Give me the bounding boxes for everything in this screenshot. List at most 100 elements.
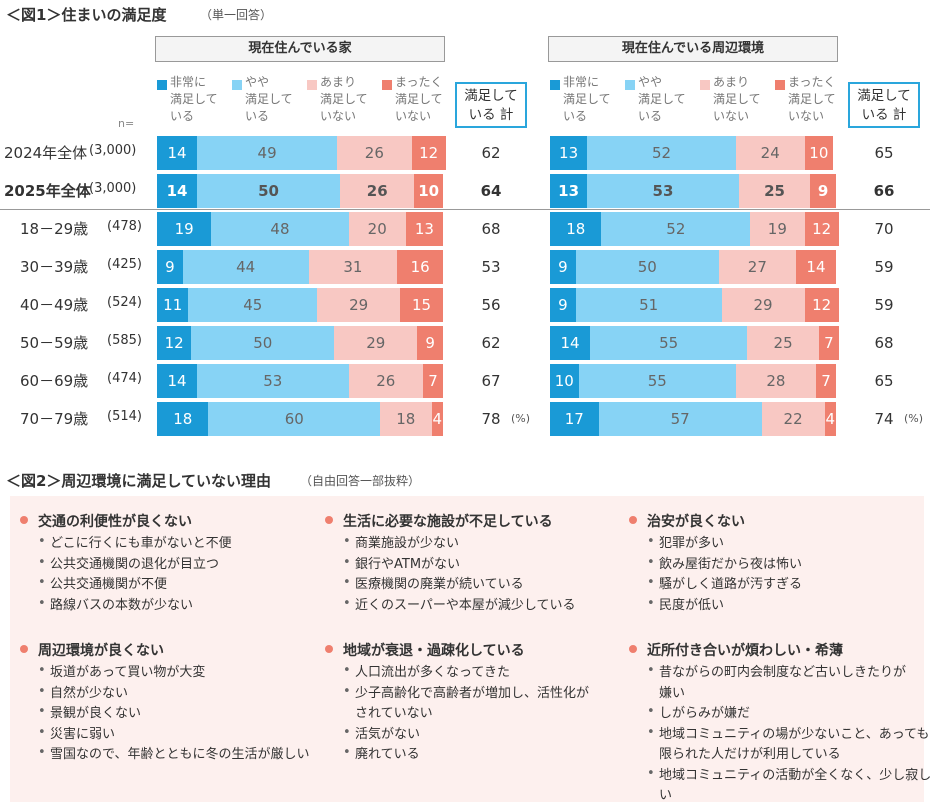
bar-value-label: 44	[236, 258, 256, 276]
figure-subtitle: （自由回答一部抜粋）	[300, 474, 421, 488]
reason-item: 民度が低い	[659, 597, 725, 613]
reasons-panel	[10, 496, 924, 802]
bar-segment	[422, 364, 443, 398]
bar-segment	[340, 174, 415, 208]
legend-label: あまり 満足して いない	[320, 75, 368, 123]
item-bullet: •	[38, 595, 46, 611]
bullet-dot	[325, 516, 333, 524]
n-value: (514)	[107, 409, 142, 424]
total-value: 67	[481, 372, 501, 390]
bar-segment	[804, 136, 834, 170]
item-bullet: •	[38, 663, 46, 678]
bar-value-label: 55	[659, 334, 679, 352]
bar-value-label: 19	[174, 220, 194, 238]
n-value: (478)	[107, 219, 142, 234]
bar-segment	[761, 402, 825, 436]
total-value: 56	[481, 296, 501, 314]
bar-segment	[590, 326, 748, 360]
bullet-dot	[325, 645, 333, 653]
bar-segment	[721, 288, 805, 322]
reason-item: 路線バスの本数が少ない	[50, 597, 194, 613]
bar-segment	[718, 250, 796, 284]
bar-segment	[188, 288, 318, 322]
reason-item: 飲み屋街だから夜は怖い	[659, 556, 803, 572]
bar-segment	[208, 402, 381, 436]
bar-segment	[334, 326, 418, 360]
bar-value-label: 10	[418, 182, 440, 200]
category-label: 18－29歳	[20, 220, 89, 238]
item-bullet: •	[647, 663, 655, 678]
bar-segment	[157, 326, 192, 360]
bar-segment	[431, 402, 443, 436]
bar-value-label: 12	[812, 220, 832, 238]
reason-item: 公共交通機関の退化が目立つ	[50, 556, 220, 572]
bar-value-label: 24	[760, 144, 780, 162]
bar-segment	[587, 174, 739, 208]
bar-segment	[735, 136, 805, 170]
item-bullet: •	[38, 745, 46, 760]
legend-swatch	[550, 80, 560, 90]
bar-value-label: 12	[164, 334, 184, 352]
bar-segment	[411, 136, 446, 170]
bar-segment	[337, 136, 412, 170]
legend-swatch	[232, 80, 242, 90]
category-label: 60－69歳	[20, 372, 89, 390]
bar-value-label: 14	[167, 372, 187, 390]
bar-value-label: 45	[243, 296, 263, 314]
bar-segment	[810, 174, 836, 208]
reason-item: 坂道があって買い物が大変	[50, 665, 206, 680]
item-bullet: •	[38, 683, 46, 699]
reason-item: 景観が良くない	[50, 706, 142, 721]
bullet-dot	[629, 516, 637, 524]
reason-item: 人口流出が多くなってきた	[355, 665, 510, 680]
bar-value-label: 9	[558, 296, 568, 314]
n-label: n=	[118, 117, 135, 130]
bar-value-label: 27	[747, 258, 767, 276]
bar-value-label: 29	[753, 296, 773, 314]
category-label: 2025年全体	[4, 182, 91, 200]
bar-segment	[397, 250, 443, 284]
group-heading: 生活に必要な施設が不足している	[343, 514, 553, 530]
bar-value-label: 14	[806, 258, 826, 276]
item-bullet: •	[647, 704, 655, 719]
bar-value-label: 9	[817, 182, 829, 200]
bar-value-label: 52	[666, 220, 686, 238]
bar-segment	[157, 212, 212, 246]
bar-segment	[550, 364, 579, 398]
legend-swatch	[157, 80, 167, 90]
bar-value-label: 14	[166, 182, 188, 200]
bar-segment	[550, 402, 599, 436]
bar-segment	[550, 288, 576, 322]
bar-value-label: 14	[167, 144, 187, 162]
chart-header: 現在住んでいる周辺環境	[548, 36, 838, 62]
bar-value-label: 52	[651, 144, 672, 162]
bar-segment	[348, 212, 406, 246]
bar-value-label: 50	[637, 258, 657, 276]
bar-value-label: 29	[366, 334, 386, 352]
reason-item: 災害に弱い	[50, 726, 116, 742]
bar-segment	[738, 174, 811, 208]
bar-segment	[197, 174, 341, 208]
group-heading: 近所付き合いが煩わしい・希薄	[647, 643, 843, 659]
total-value: 64	[480, 182, 502, 200]
item-bullet: •	[647, 554, 655, 570]
item-bullet: •	[647, 724, 655, 740]
reason-item: 近くのスーパーや本屋が減少している	[355, 597, 576, 613]
item-bullet: •	[343, 663, 351, 678]
total-value: 59	[874, 258, 894, 276]
bar-value-label: 17	[564, 410, 584, 428]
bar-value-label: 14	[560, 334, 580, 352]
reason-item: 公共交通機関が不便	[50, 577, 168, 592]
item-bullet: •	[343, 724, 351, 740]
bar-value-label: 7	[428, 372, 438, 390]
legend-swatch	[700, 80, 710, 90]
item-bullet: •	[647, 575, 655, 590]
category-label: 30－39歳	[20, 258, 89, 276]
item-bullet: •	[647, 534, 655, 549]
bar-value-label: 51	[639, 296, 659, 314]
legend-label: あまり 満足して いない	[713, 75, 761, 123]
bar-value-label: 57	[670, 410, 690, 428]
reason-item: 商業施設が少ない	[355, 536, 460, 551]
reason-item: 自然が少ない	[50, 685, 129, 701]
total-value: 66	[873, 182, 895, 200]
